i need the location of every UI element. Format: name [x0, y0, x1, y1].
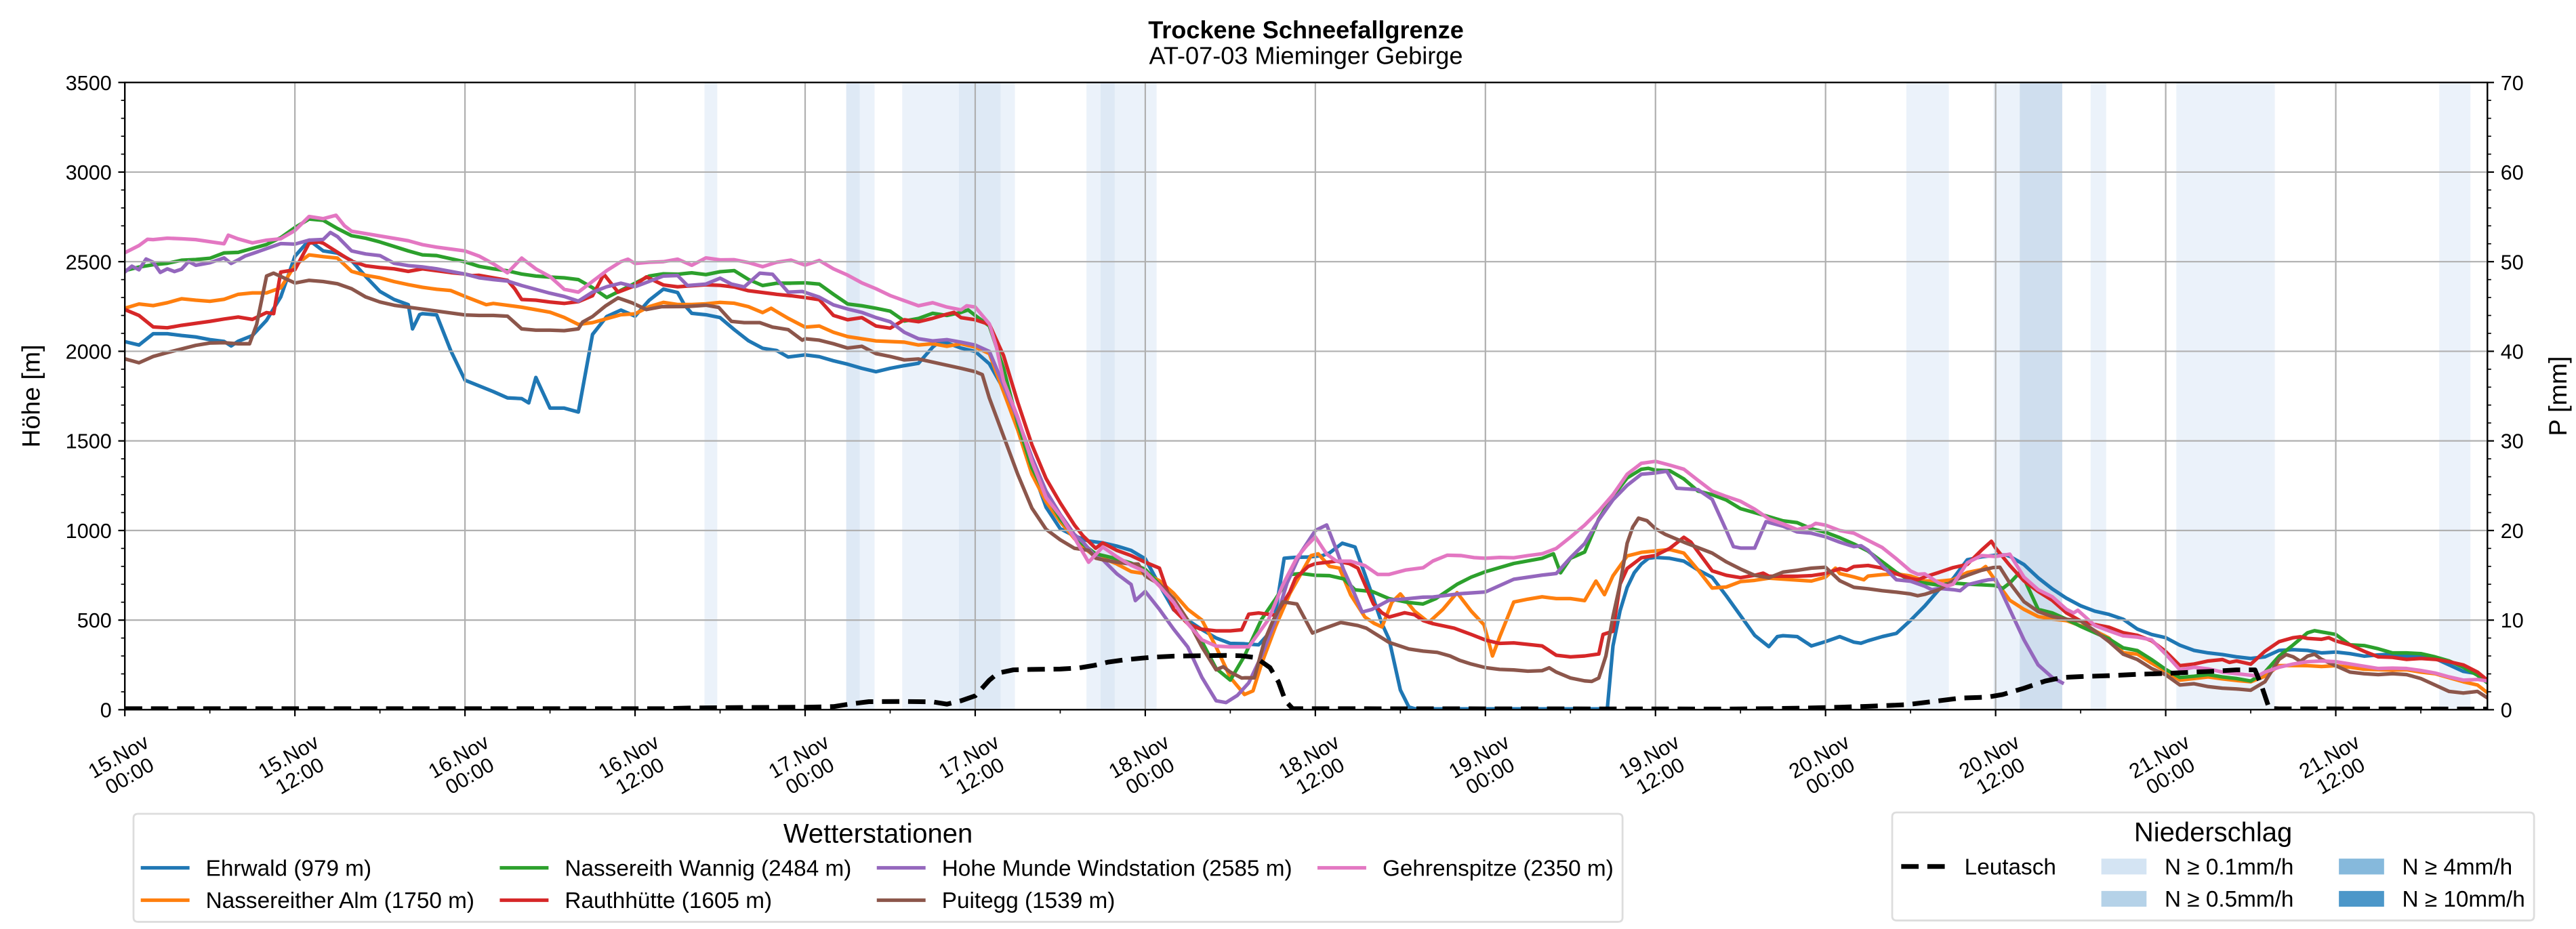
svg-text:70: 70: [2501, 72, 2524, 95]
svg-text:40: 40: [2501, 341, 2524, 364]
svg-text:Wetterstationen: Wetterstationen: [783, 819, 973, 848]
svg-text:P [mm]: P [mm]: [2543, 356, 2572, 436]
svg-text:500: 500: [77, 609, 112, 632]
svg-text:0: 0: [2501, 699, 2512, 722]
svg-text:1000: 1000: [66, 520, 112, 543]
svg-text:N ≥ 4mm/h: N ≥ 4mm/h: [2402, 854, 2512, 880]
svg-text:N ≥ 10mm/h: N ≥ 10mm/h: [2402, 887, 2524, 912]
svg-text:Leutasch: Leutasch: [1965, 854, 2056, 880]
svg-text:Puitegg (1539 m): Puitegg (1539 m): [942, 888, 1116, 913]
svg-text:Gehrenspitze (2350 m): Gehrenspitze (2350 m): [1383, 856, 1614, 881]
svg-text:0: 0: [100, 699, 112, 722]
svg-text:60: 60: [2501, 161, 2524, 184]
svg-text:Nassereither Alm (1750 m): Nassereither Alm (1750 m): [206, 888, 474, 913]
svg-text:Trockene Schneefallgrenze: Trockene Schneefallgrenze: [1148, 16, 1464, 44]
svg-text:50: 50: [2501, 251, 2524, 274]
svg-text:3500: 3500: [66, 72, 112, 95]
svg-text:20: 20: [2501, 520, 2524, 543]
svg-text:1500: 1500: [66, 430, 112, 453]
svg-text:30: 30: [2501, 430, 2524, 453]
svg-text:Hohe Munde Windstation (2585 m: Hohe Munde Windstation (2585 m): [942, 856, 1292, 881]
svg-text:AT-07-03 Mieminger Gebirge: AT-07-03 Mieminger Gebirge: [1149, 42, 1463, 70]
svg-text:2500: 2500: [66, 251, 112, 274]
svg-text:Nassereith Wannig (2484 m): Nassereith Wannig (2484 m): [565, 856, 851, 881]
svg-text:Niederschlag: Niederschlag: [2134, 817, 2292, 847]
svg-text:N ≥ 0.1mm/h: N ≥ 0.1mm/h: [2165, 854, 2294, 880]
svg-text:N ≥ 0.5mm/h: N ≥ 0.5mm/h: [2165, 887, 2294, 912]
svg-text:2000: 2000: [66, 341, 112, 364]
svg-text:Höhe [m]: Höhe [m]: [16, 344, 45, 447]
svg-text:Rauthhütte (1605 m): Rauthhütte (1605 m): [565, 888, 772, 913]
svg-text:Ehrwald (979 m): Ehrwald (979 m): [206, 856, 372, 881]
svg-text:10: 10: [2501, 609, 2524, 632]
svg-text:3000: 3000: [66, 161, 112, 184]
